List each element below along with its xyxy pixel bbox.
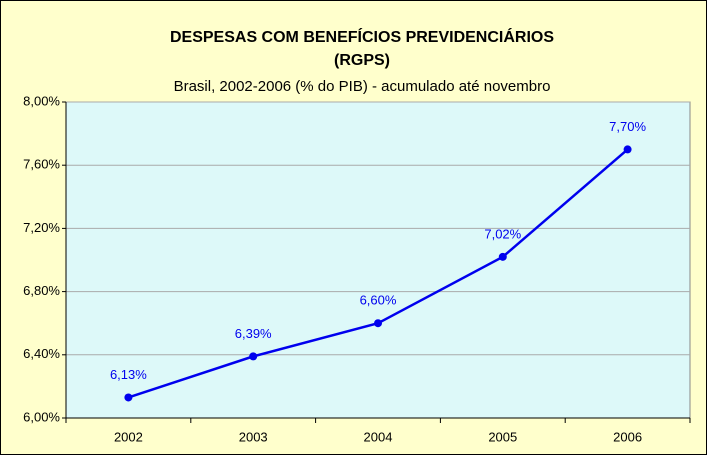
data-point xyxy=(498,252,507,261)
data-label: 6,39% xyxy=(235,326,272,341)
x-tick-label: 2003 xyxy=(239,429,268,444)
data-label: 7,02% xyxy=(484,226,521,241)
data-point xyxy=(124,393,133,402)
data-point xyxy=(249,352,258,361)
data-point xyxy=(623,145,632,154)
x-tick-label: 2004 xyxy=(364,429,393,444)
x-tick-label: 2006 xyxy=(613,429,642,444)
y-tick-label: 6,80% xyxy=(23,283,60,298)
data-label: 7,70% xyxy=(609,119,646,134)
chart-title: (RGPS) xyxy=(334,52,390,69)
y-tick-label: 8,00% xyxy=(23,93,60,108)
data-label: 6,60% xyxy=(360,293,397,308)
y-tick-label: 7,20% xyxy=(23,220,60,235)
y-tick-label: 6,40% xyxy=(23,346,60,361)
data-point xyxy=(374,319,382,328)
x-tick-label: 2005 xyxy=(488,429,517,444)
plot-area xyxy=(65,101,691,419)
data-label: 6,13% xyxy=(110,367,147,382)
x-tick-label: 2002 xyxy=(114,429,143,444)
chart-subtitle: Brasil, 2002-2006 (% do PIB) - acumulado… xyxy=(174,78,551,95)
y-tick-label: 6,00% xyxy=(23,409,60,424)
chart-title: DESPESAS COM BENEFÍCIOS PREVIDENCIÁRIOS xyxy=(170,27,554,46)
y-tick-label: 7,60% xyxy=(23,157,60,172)
